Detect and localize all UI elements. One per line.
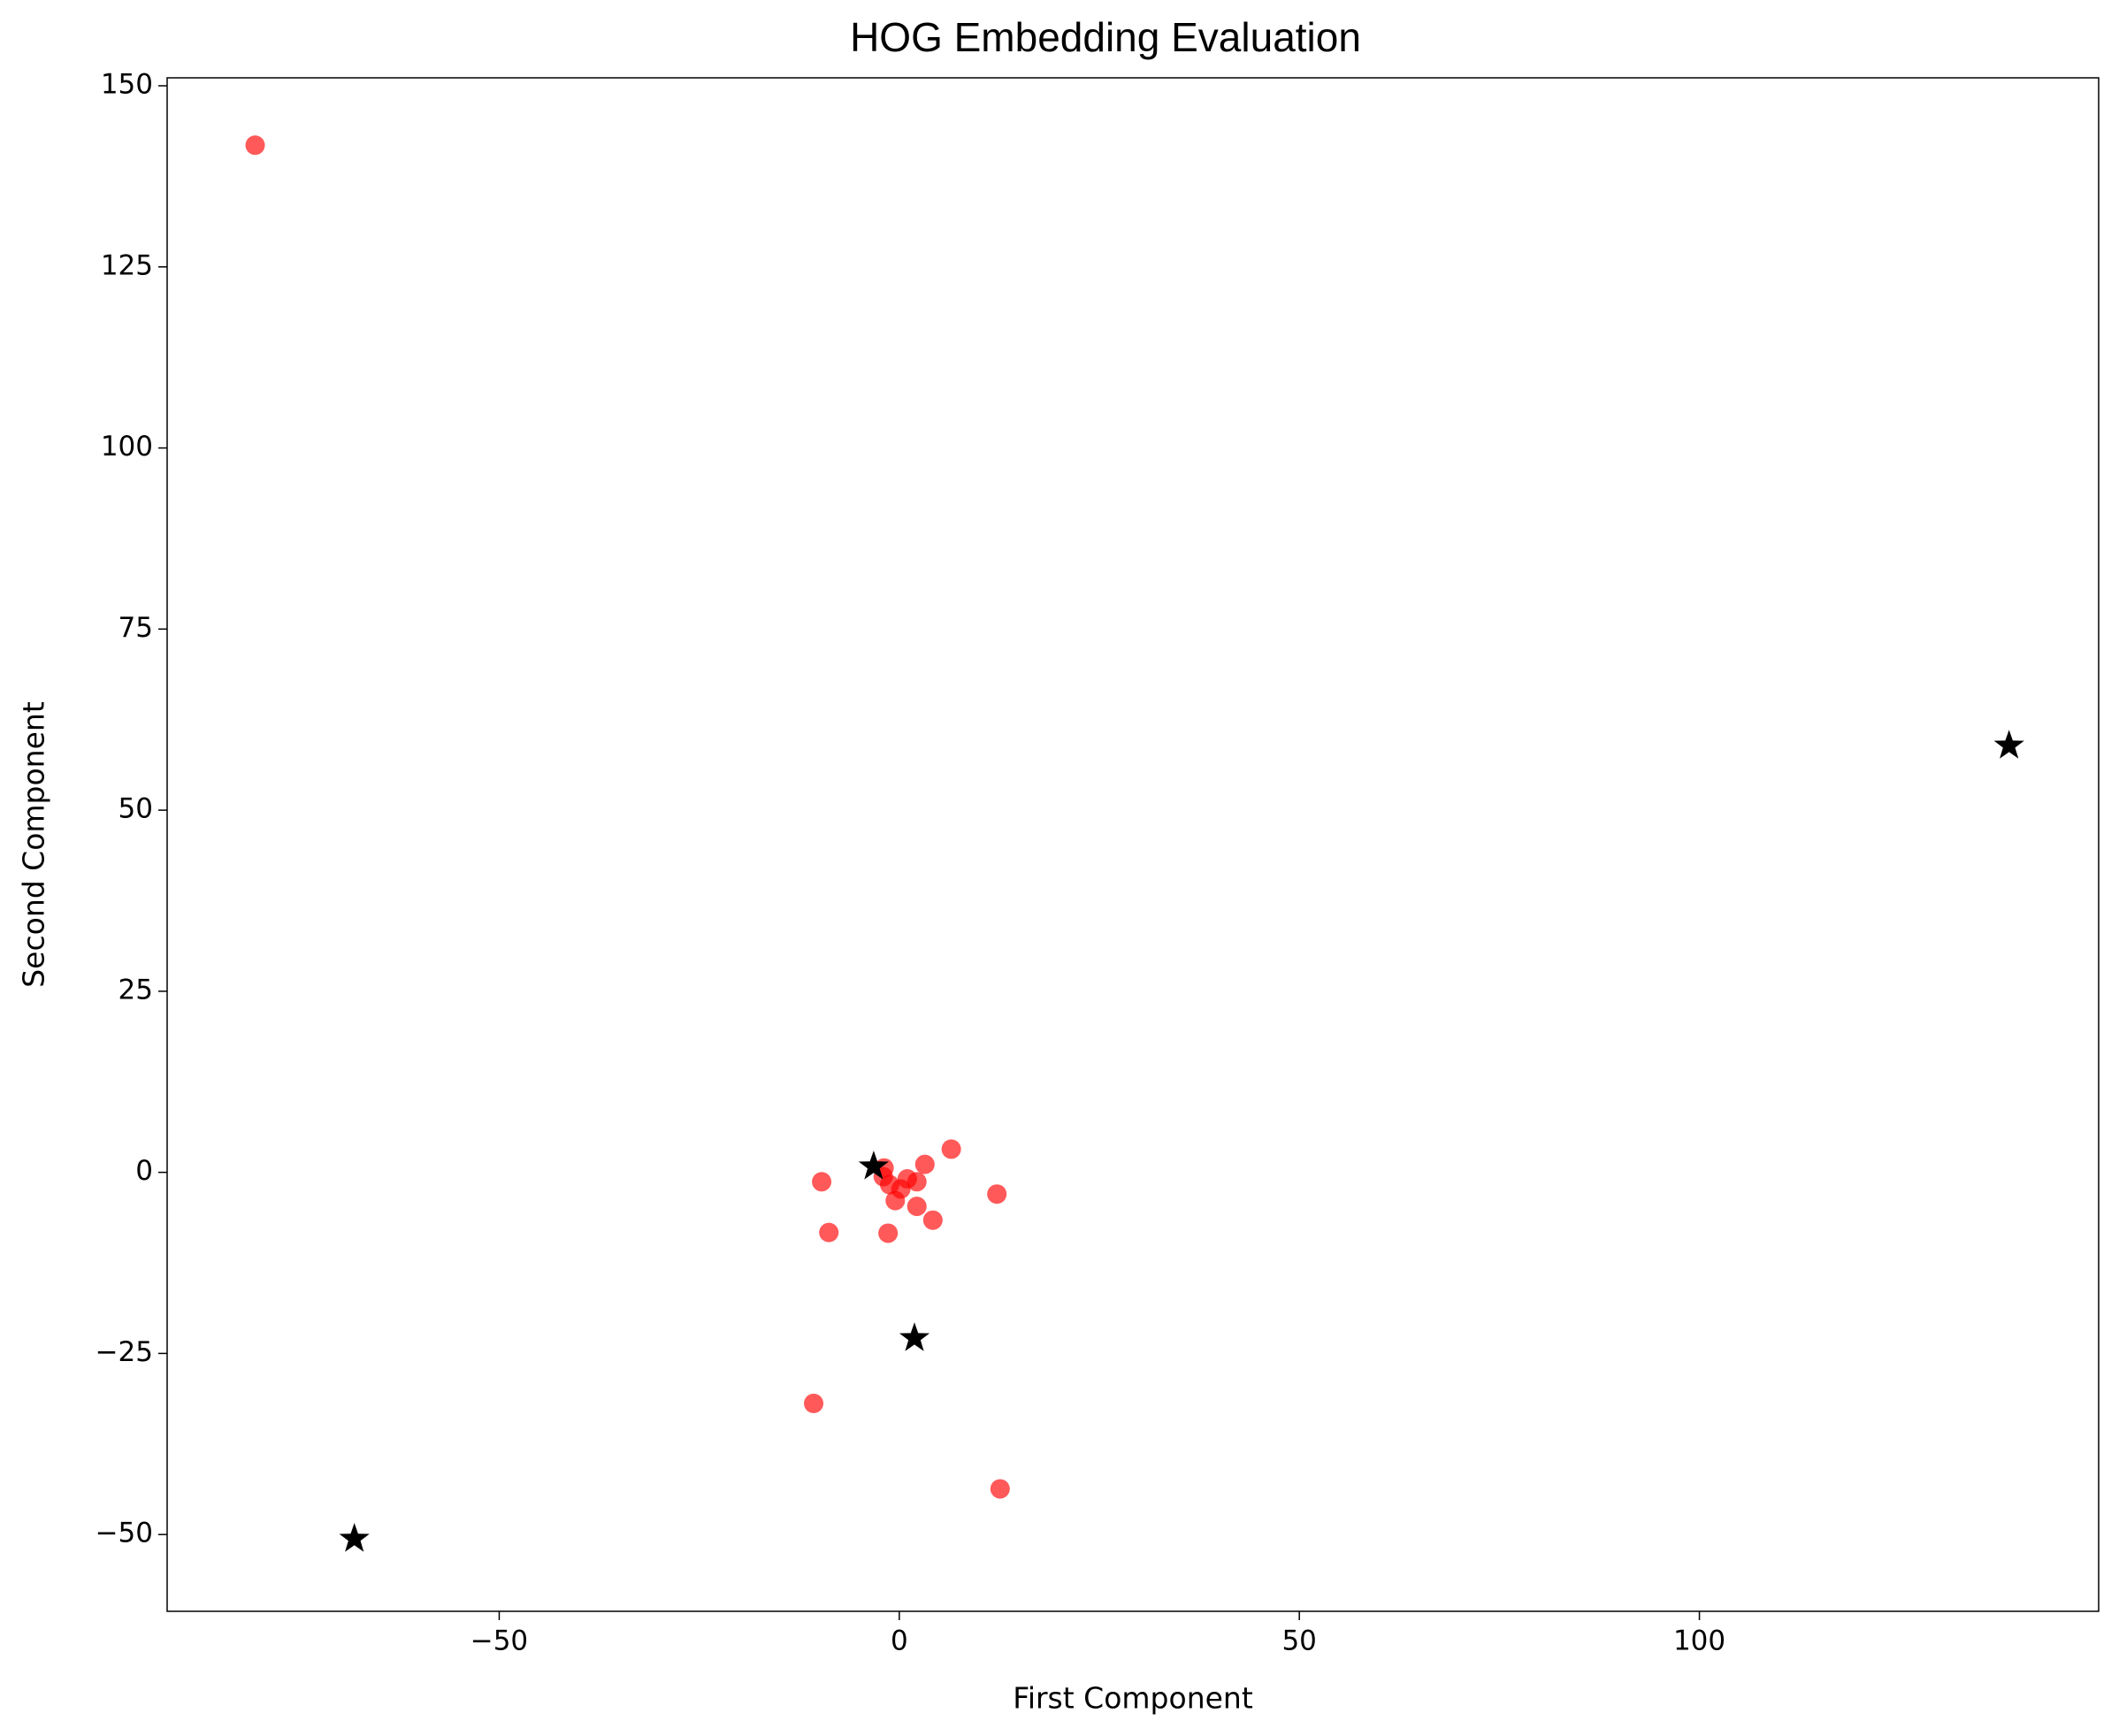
x-tick-label: 0	[891, 1625, 908, 1657]
point	[819, 1222, 839, 1243]
y-axis-label: Second Component	[17, 701, 51, 988]
point	[907, 1197, 927, 1217]
x-tick-label: 100	[1673, 1625, 1725, 1657]
x-tick-label: −50	[470, 1625, 528, 1657]
point	[941, 1139, 961, 1159]
y-tick-label: 100	[101, 431, 153, 463]
x-tick-label: 50	[1281, 1625, 1316, 1657]
point	[897, 1169, 917, 1189]
point	[914, 1154, 935, 1174]
point	[245, 135, 265, 156]
star-point	[858, 1151, 889, 1180]
y-tick-label: 125	[101, 249, 153, 281]
y-tick-label: 150	[101, 69, 153, 101]
point	[922, 1210, 943, 1230]
y-tick-label: −50	[96, 1518, 153, 1549]
plot-frame	[166, 77, 2100, 1612]
x-axis-label: First Component	[1013, 1681, 1253, 1716]
y-tick-label: 25	[119, 974, 153, 1006]
point	[990, 1479, 1010, 1499]
point	[987, 1184, 1007, 1204]
point	[804, 1393, 824, 1413]
y-tick-label: 0	[135, 1155, 153, 1187]
chart-title: HOG Embedding Evaluation	[850, 14, 1361, 60]
y-tick-label: −25	[96, 1336, 153, 1368]
star-point	[1993, 730, 2024, 759]
star-point	[339, 1523, 370, 1552]
point	[878, 1223, 899, 1243]
y-tick-label: 75	[119, 612, 153, 644]
star-point	[899, 1322, 930, 1351]
y-tick-label: 50	[119, 793, 153, 825]
point	[812, 1172, 832, 1192]
